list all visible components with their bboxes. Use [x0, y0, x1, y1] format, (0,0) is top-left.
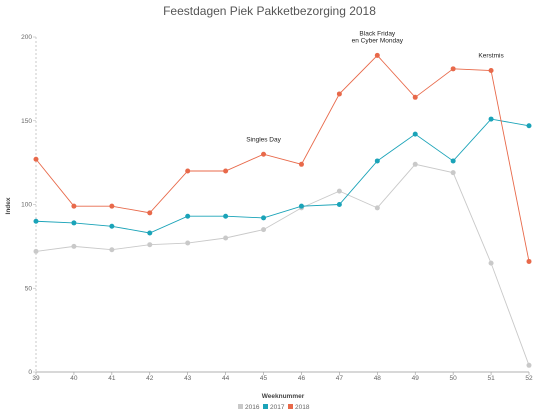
- data-point: [185, 168, 191, 174]
- data-point: [298, 203, 304, 209]
- series-line: [35, 163, 530, 366]
- x-tick-label: 49: [412, 375, 420, 382]
- data-point: [71, 203, 77, 209]
- data-point: [185, 240, 191, 246]
- legend-label: 2017: [270, 404, 285, 411]
- data-point: [261, 215, 267, 221]
- data-point: [33, 218, 39, 224]
- data-point: [147, 210, 153, 216]
- data-point: [261, 151, 267, 157]
- chart-title: Feestdagen Piek Pakketbezorging 2018: [163, 4, 376, 18]
- data-point: [526, 123, 532, 129]
- data-point: [336, 91, 342, 97]
- series-2018: [33, 52, 532, 264]
- annotation-label: en Cyber Monday: [352, 37, 404, 44]
- y-tick-label: 200: [21, 34, 32, 41]
- legend: 2016 2017 2018: [238, 404, 310, 411]
- legend-swatch: [238, 404, 243, 409]
- data-point: [336, 188, 342, 194]
- series-2016: [33, 161, 532, 368]
- legend-item-2017: 2017: [263, 404, 285, 411]
- series-line: [35, 118, 530, 234]
- data-point: [223, 168, 229, 174]
- x-tick-label: 44: [222, 375, 230, 382]
- data-point: [33, 156, 39, 162]
- x-tick-label: 46: [298, 375, 306, 382]
- data-point: [526, 362, 532, 368]
- data-point: [526, 258, 532, 264]
- legend-item-2016: 2016: [238, 404, 260, 411]
- data-point: [412, 94, 418, 100]
- legend-swatch: [288, 404, 293, 409]
- series-2017: [33, 116, 532, 236]
- data-point: [71, 243, 77, 249]
- data-point: [223, 213, 229, 219]
- data-point: [412, 131, 418, 137]
- data-point: [374, 158, 380, 164]
- x-tick-label: 42: [146, 375, 154, 382]
- y-tick-label: 50: [25, 285, 33, 292]
- annotation-label: Singles Day: [246, 136, 281, 143]
- x-tick-label: 41: [108, 375, 116, 382]
- x-tick-label: 43: [184, 375, 192, 382]
- series-line: [35, 54, 530, 262]
- data-point: [488, 260, 494, 266]
- data-point: [374, 205, 380, 211]
- data-point: [450, 66, 456, 72]
- data-point: [450, 158, 456, 164]
- data-point: [109, 223, 115, 229]
- data-point: [71, 220, 77, 226]
- data-point: [412, 161, 418, 167]
- data-point: [374, 52, 380, 58]
- data-point: [147, 230, 153, 236]
- x-axis-label: Weeknummer: [262, 393, 305, 400]
- x-tick-label: 45: [260, 375, 268, 382]
- data-point: [488, 68, 494, 73]
- data-point: [109, 203, 115, 209]
- data-point: [261, 227, 267, 233]
- x-tick-label: 48: [374, 375, 382, 382]
- data-point: [450, 170, 456, 176]
- series-group: [33, 52, 532, 368]
- y-tick-label: 150: [21, 118, 32, 125]
- x-tick-label: 39: [32, 375, 40, 382]
- data-point: [109, 247, 115, 253]
- axes: 0 50 100 150 200 39 40 41 42 43 44 45 46 47 48 49 50 51 52: [21, 34, 533, 382]
- data-point: [185, 213, 191, 219]
- x-tick-label: 51: [487, 375, 495, 382]
- x-tick-label: 47: [336, 375, 344, 382]
- x-tick-label: 52: [525, 375, 533, 382]
- data-point: [33, 248, 39, 254]
- legend-swatch: [263, 404, 268, 409]
- legend-item-2018: 2018: [288, 404, 310, 411]
- data-point: [298, 161, 304, 167]
- annotation-label: Black Friday: [359, 30, 396, 37]
- x-tick-label: 50: [450, 375, 458, 382]
- data-point: [488, 116, 494, 122]
- annotation-label: Kerstmis: [478, 53, 504, 60]
- y-tick-label: 0: [28, 369, 32, 376]
- y-axis-label: Index: [5, 197, 12, 214]
- data-point: [147, 242, 153, 248]
- x-tick-label: 40: [70, 375, 78, 382]
- legend-label: 2018: [295, 404, 310, 411]
- data-point: [223, 235, 229, 241]
- data-point: [336, 202, 342, 207]
- legend-label: 2016: [245, 404, 260, 411]
- y-tick-label: 100: [21, 202, 32, 209]
